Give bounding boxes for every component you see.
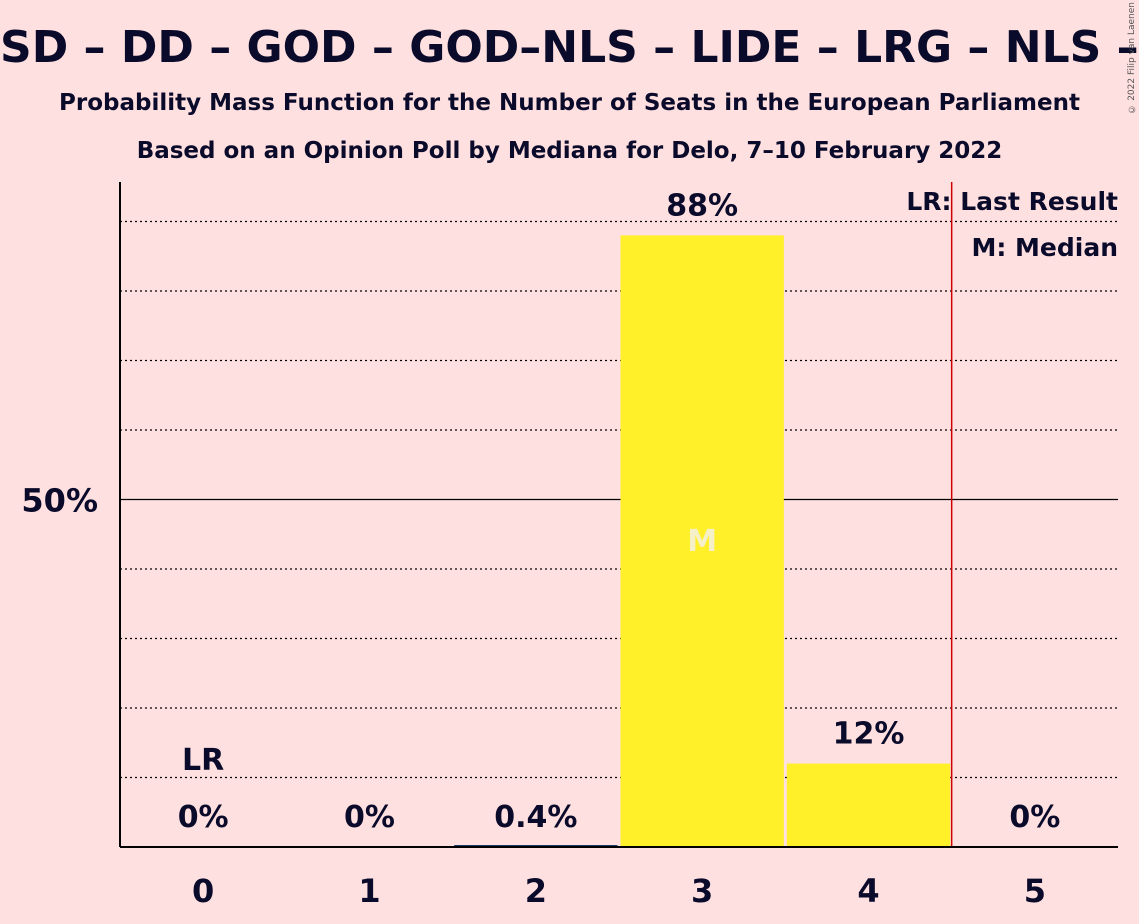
- data-label-seat-5: 0%: [1009, 800, 1060, 835]
- x-tick-label-0: 0: [192, 872, 214, 910]
- x-tick-label-3: 3: [691, 872, 713, 910]
- chart-subtitle-source: Based on an Opinion Poll by Mediana for …: [136, 138, 1003, 164]
- data-label-seat-2: 0.4%: [494, 800, 577, 835]
- legend-entry: M: Median: [971, 233, 1118, 262]
- chart-subtitle: Probability Mass Function for the Number…: [59, 90, 1080, 116]
- median-marker: M: [687, 524, 717, 559]
- data-label-seat-1: 0%: [344, 800, 395, 835]
- data-label-seat-3: 88%: [666, 188, 738, 223]
- x-tick-label-5: 5: [1024, 872, 1046, 910]
- data-label-seat-0: 0%: [178, 800, 229, 835]
- last-result-marker: LR: [182, 743, 224, 778]
- bar-seat-4: [786, 763, 951, 847]
- y-tick-label: 50%: [21, 482, 98, 520]
- legend-entry: LR: Last Result: [906, 187, 1118, 216]
- x-tick-label-4: 4: [857, 872, 879, 910]
- data-label-seat-4: 12%: [833, 717, 905, 752]
- bar-seat-3: [620, 235, 784, 847]
- chart-title: SD – DD – GOD – GOD–NLS – LIDE – LRG – N…: [0, 22, 1139, 73]
- x-tick-label-1: 1: [358, 872, 380, 910]
- x-tick-label-2: 2: [525, 872, 547, 910]
